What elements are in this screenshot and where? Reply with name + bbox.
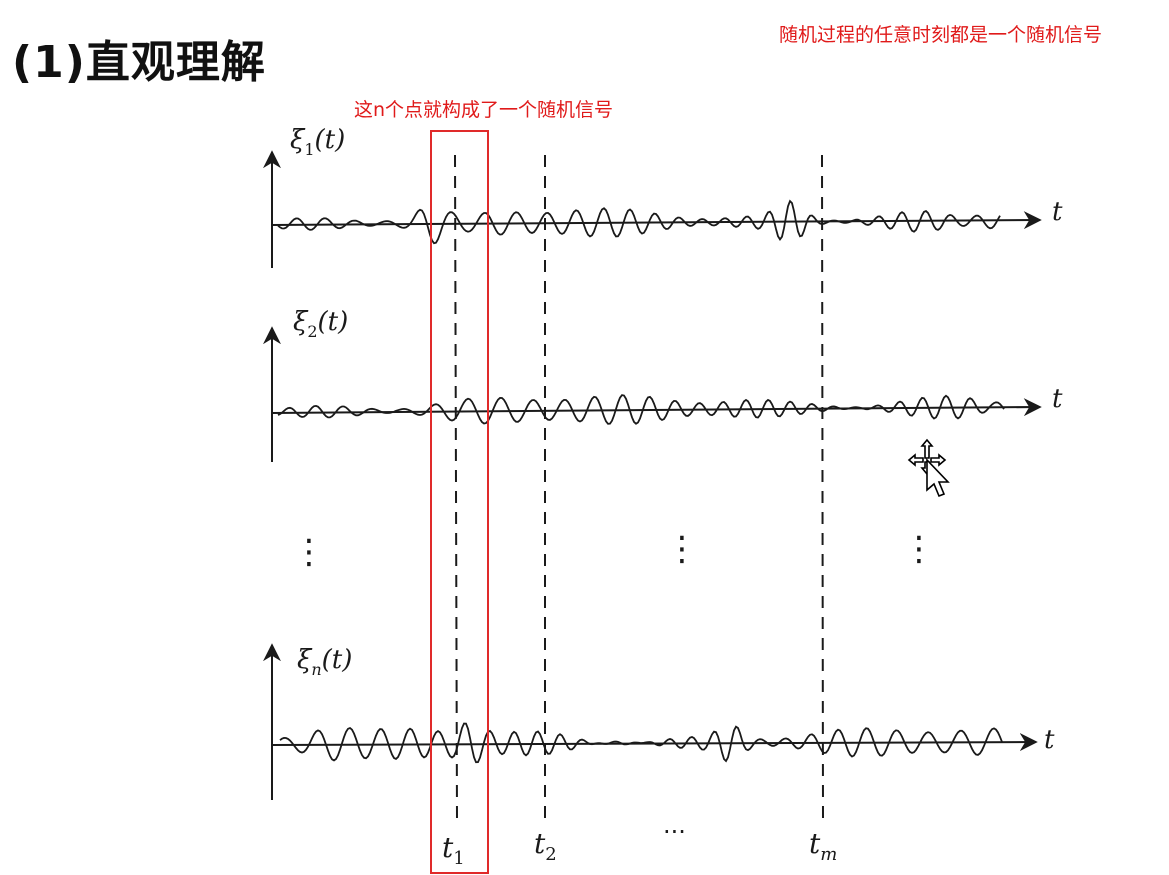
signal-n-waveform (279, 722, 1003, 764)
signal-2-label: ξ2(t) (293, 307, 348, 341)
highlight-box (430, 130, 489, 874)
signal-1-waveform (277, 199, 1001, 245)
signal-n-axis-label: t (1044, 725, 1055, 755)
annotation-highlight: 这n个点就构成了一个随机信号 (354, 99, 614, 121)
vertical-ellipsis-right: ⋮ (902, 529, 936, 569)
time-marker-line-m (821, 154, 824, 821)
annotation-top-right: 随机过程的任意时刻都是一个随机信号 (779, 24, 1103, 46)
vertical-ellipsis-middle: ⋮ (665, 529, 699, 569)
move-cursor-icon (907, 438, 950, 498)
time-marker-label-2: t2 (534, 827, 557, 865)
time-marker-label-1: t1 (442, 831, 465, 869)
time-marker-label-m: tm (809, 827, 837, 865)
signal-1-t-axis (271, 211, 1042, 230)
signal-2-waveform (277, 394, 1005, 425)
signal-2-axis-label: t (1052, 384, 1063, 414)
signal-1-label: ξ1(t) (290, 125, 345, 159)
signal-1-axis-label: t (1052, 197, 1063, 227)
vertical-ellipsis-left: ⋮ (292, 532, 326, 572)
time-marker-ellipsis: ··· (663, 818, 686, 846)
signal-n-label: ξn(t) (297, 645, 352, 679)
time-marker-line-1 (454, 154, 458, 821)
section-heading: (1)直观理解 (12, 37, 266, 88)
